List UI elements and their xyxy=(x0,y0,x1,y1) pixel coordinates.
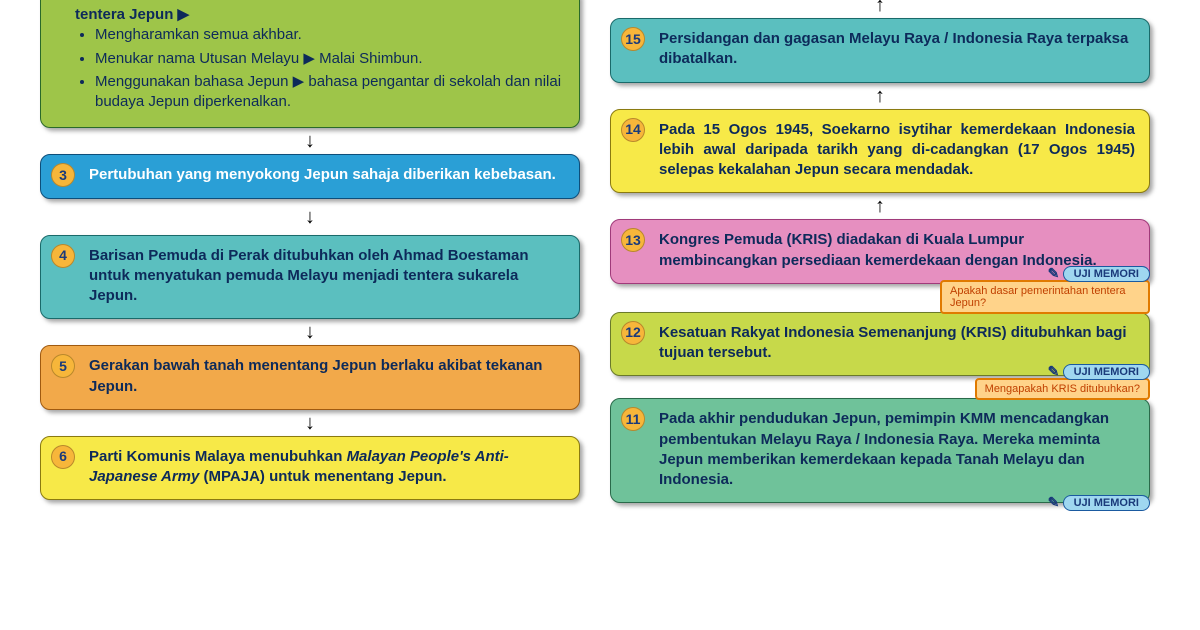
uji-memori-q12: Mengapakah KRIS ditubuhkan? xyxy=(975,378,1150,400)
box-15-text: Persidangan dan gagasan Melayu Raya / In… xyxy=(659,29,1135,70)
box-5: 5 Gerakan bawah tanah menentang Jepun be… xyxy=(40,345,580,410)
box-11-text: Pada akhir pendudukan Jepun, pemimpin KM… xyxy=(659,409,1135,490)
arrow-up-icon: ↑ xyxy=(610,199,1150,215)
uji-memori-13: UJI MEMORI Apakah dasar pemerintahan ten… xyxy=(920,266,1150,314)
uji-memori-q13: Apakah dasar pemerintahan tentera Jepun? xyxy=(940,280,1150,314)
bullet-1: Mengharamkan semua akhbar. xyxy=(95,25,565,45)
num-badge-11: 11 xyxy=(621,407,645,431)
uji-memori-tag: UJI MEMORI xyxy=(1063,364,1150,380)
uji-memori-12: UJI MEMORI Mengapakah KRIS ditubuhkan? xyxy=(920,364,1150,400)
num-badge-5: 5 xyxy=(51,354,75,378)
box-4: 4 Barisan Pemuda di Perak ditubuhkan ole… xyxy=(40,235,580,320)
uji-memori-11: UJI MEMORI xyxy=(920,495,1150,511)
box-4-text: Barisan Pemuda di Perak ditubuhkan oleh … xyxy=(89,246,565,307)
box-6-text: Parti Komunis Malaya menubuhkan Malayan … xyxy=(89,447,565,488)
box-6: 6 Parti Komunis Malaya menubuhkan Malaya… xyxy=(40,436,580,501)
right-column: ↑ 15 Persidangan dan gagasan Melayu Raya… xyxy=(610,0,1150,511)
box-3-text: Pertubuhan yang menyokong Jepun sahaja d… xyxy=(89,165,565,185)
num-badge-15: 15 xyxy=(621,27,645,51)
box-11: 11 Pada akhir pendudukan Jepun, pemimpin… xyxy=(610,398,1150,503)
bullet-3: Menggunakan bahasa Jepun ▶ bahasa pengan… xyxy=(95,72,565,113)
bullet-2: Menukar nama Utusan Melayu ▶ Malai Shimb… xyxy=(95,49,565,69)
box-top-line0: tentera Jepun ▶ xyxy=(75,5,565,25)
box-top-green: tentera Jepun ▶ Mengharamkan semua akhba… xyxy=(40,0,580,128)
num-badge-14: 14 xyxy=(621,118,645,142)
box-13-text: Kongres Pemuda (KRIS) diadakan di Kuala … xyxy=(659,230,1135,271)
arrow-down-icon: ↓ xyxy=(40,134,580,150)
box-15: 15 Persidangan dan gagasan Melayu Raya /… xyxy=(610,18,1150,83)
num-badge-13: 13 xyxy=(621,228,645,252)
uji-memori-tag: UJI MEMORI xyxy=(1063,495,1150,511)
box-top-bullets: Mengharamkan semua akhbar. Menukar nama … xyxy=(55,25,565,112)
box-14-text: Pada 15 Ogos 1945, Soekarno isytihar kem… xyxy=(659,120,1135,181)
num-badge-4: 4 xyxy=(51,244,75,268)
uji-memori-tag: UJI MEMORI xyxy=(1063,266,1150,282)
arrow-up-icon: ↑ xyxy=(610,89,1150,105)
arrow-down-icon: ↓ xyxy=(40,205,580,231)
num-badge-3: 3 xyxy=(51,163,75,187)
box-3: 3 Pertubuhan yang menyokong Jepun sahaja… xyxy=(40,154,580,198)
num-badge-12: 12 xyxy=(621,321,645,345)
num-badge-6: 6 xyxy=(51,445,75,469)
box-5-text: Gerakan bawah tanah menentang Jepun berl… xyxy=(89,356,565,397)
box-14: 14 Pada 15 Ogos 1945, Soekarno isytihar … xyxy=(610,109,1150,194)
box-6-post: (MPAJA) untuk menentang Jepun. xyxy=(199,468,446,485)
box-12-text: Kesatuan Rakyat Indonesia Semenanjung (K… xyxy=(659,323,1135,364)
left-column: tentera Jepun ▶ Mengharamkan semua akhba… xyxy=(40,0,580,511)
box-6-pre: Parti Komunis Malaya menubuhkan xyxy=(89,448,347,465)
arrow-down-icon: ↓ xyxy=(40,325,580,341)
arrow-down-icon: ↓ xyxy=(40,416,580,432)
arrow-up-icon: ↑ xyxy=(610,0,1150,14)
